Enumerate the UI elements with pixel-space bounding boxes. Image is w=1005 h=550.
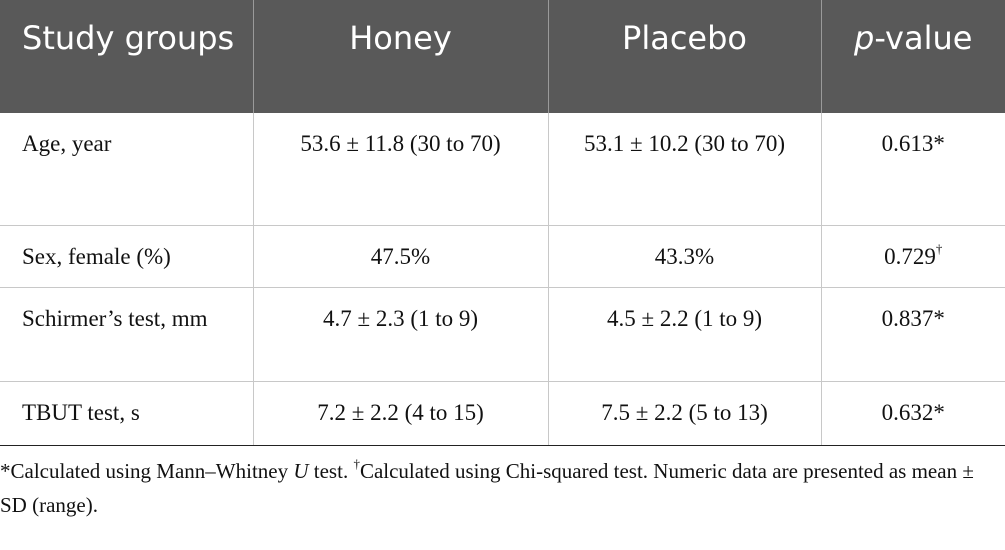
- table-footnote: *Calculated using Mann–Whitney U test. †…: [0, 454, 1000, 522]
- footnote-part2: test.: [308, 459, 354, 483]
- p-value: 0.632*: [821, 381, 1005, 446]
- placebo-value: 4.5 ± 2.2 (1 to 9): [548, 287, 822, 382]
- p-value-cell: 0.729†: [821, 225, 1005, 288]
- table-row: TBUT test, s 7.2 ± 2.2 (4 to 15) 7.5 ± 2…: [0, 381, 1005, 446]
- p-value: 0.837*: [821, 287, 1005, 382]
- header-p-value: p-value: [821, 0, 1005, 113]
- row-label: Schirmer’s test, mm: [0, 287, 254, 382]
- p-value: 0.613*: [821, 113, 1005, 226]
- placebo-value: 7.5 ± 2.2 (5 to 13): [548, 381, 822, 446]
- footnote-part1: *Calculated using Mann–Whitney: [0, 459, 294, 483]
- honey-value: 47.5%: [253, 225, 549, 288]
- dagger-mark: †: [935, 240, 943, 256]
- honey-value: 53.6 ± 11.8 (30 to 70): [253, 113, 549, 226]
- header-honey: Honey: [253, 0, 549, 113]
- header-p-italic: p: [854, 19, 875, 57]
- row-label: Sex, female (%): [0, 225, 254, 288]
- data-table: Study groups Honey Placebo p-value Age, …: [0, 0, 1005, 446]
- table-row: Age, year 53.6 ± 11.8 (30 to 70) 53.1 ± …: [0, 113, 1005, 226]
- placebo-value: 53.1 ± 10.2 (30 to 70): [548, 113, 822, 226]
- honey-value: 4.7 ± 2.3 (1 to 9): [253, 287, 549, 382]
- table-row: Schirmer’s test, mm 4.7 ± 2.3 (1 to 9) 4…: [0, 287, 1005, 382]
- header-study-groups: Study groups: [0, 0, 254, 113]
- table-row: Sex, female (%) 47.5% 43.3% 0.729†: [0, 225, 1005, 288]
- row-label: Age, year: [0, 113, 254, 226]
- footnote-u: U: [293, 459, 309, 483]
- p-value: 0.729: [884, 243, 936, 269]
- footnote-dagger: †: [353, 456, 360, 471]
- row-label: TBUT test, s: [0, 381, 254, 446]
- header-placebo: Placebo: [548, 0, 822, 113]
- footnote-part3: Calculated using Chi-squared test. Numer…: [0, 459, 974, 517]
- placebo-value: 43.3%: [548, 225, 822, 288]
- header-p-rest: -value: [874, 19, 973, 57]
- table-header-row: Study groups Honey Placebo p-value: [0, 0, 1005, 113]
- honey-value: 7.2 ± 2.2 (4 to 15): [253, 381, 549, 446]
